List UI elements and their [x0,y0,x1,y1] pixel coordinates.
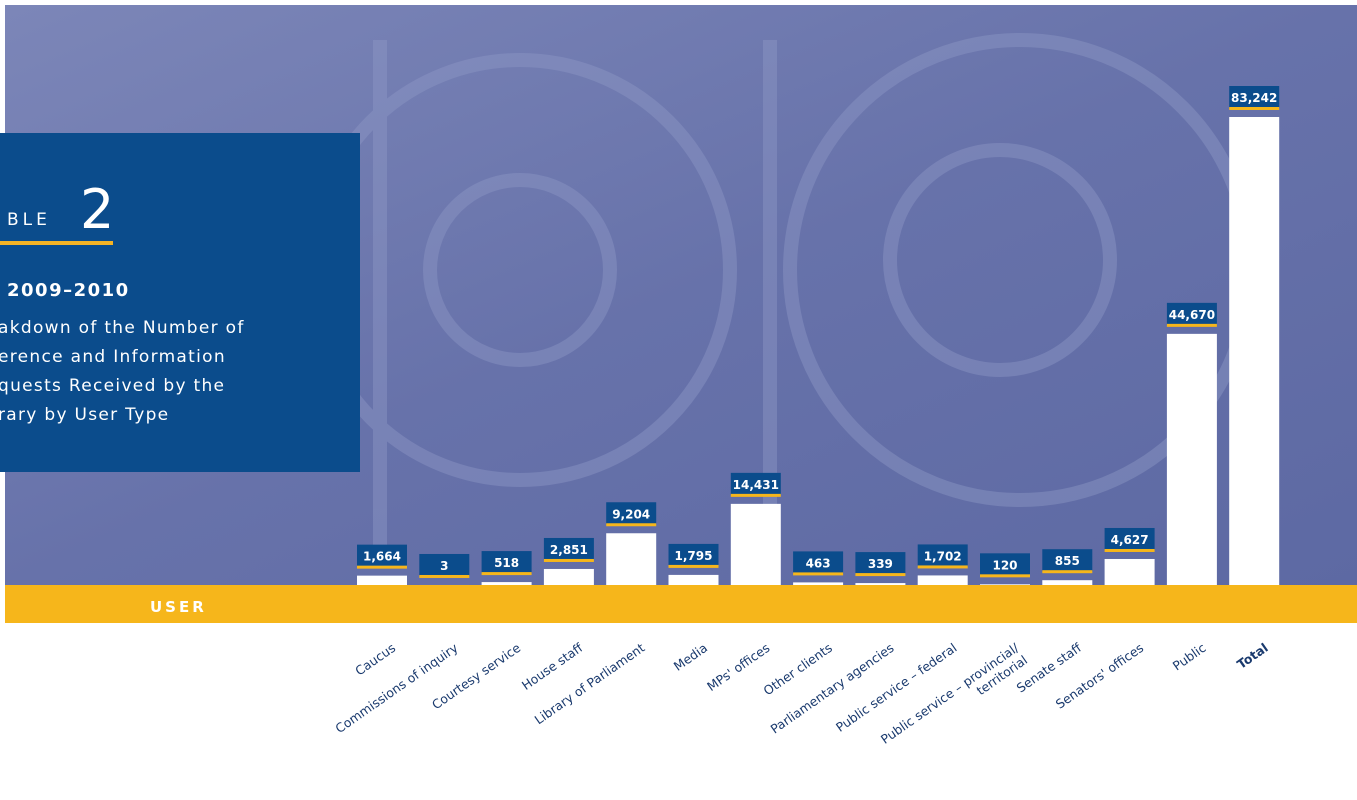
bar [917,575,968,585]
subtitle: 2009–2010 [7,280,130,301]
bar [1166,333,1217,585]
value-label: 44,670 [1169,308,1215,322]
value-label-underline [668,564,719,568]
value-label-box [980,553,1030,576]
value-label-box [855,552,906,575]
value-label-box [793,551,844,574]
title-line: akdown of the Number of [0,318,245,338]
value-label-box [730,472,781,495]
value-label: 9,204 [612,507,650,521]
value-label: 1,664 [363,550,401,564]
value-label: 2,851 [550,543,588,557]
title-line: erence and Information [0,347,226,367]
bar [1104,558,1155,585]
bar [543,568,594,585]
value-label: 3 [440,559,448,573]
value-label-box [1229,86,1280,108]
value-label-underline [543,558,594,562]
value-label-underline [1166,323,1217,327]
bar [793,582,844,585]
table-label: BLE [7,210,51,230]
value-label-box [357,544,407,567]
value-label-underline [1042,570,1093,574]
value-label: 855 [1055,554,1080,568]
value-label-underline [606,523,657,527]
title-panel [0,133,360,472]
value-label-box [606,502,657,525]
value-label-underline [481,572,532,576]
value-label-box [1042,549,1093,572]
bar [606,533,657,585]
value-label: 1,795 [675,549,713,563]
value-label-underline [419,574,470,578]
title-line: quests Received by the [0,376,225,396]
value-label-box [419,553,470,576]
value-label-underline [1104,548,1155,552]
value-label: 4,627 [1111,533,1149,547]
value-label: 120 [992,558,1017,572]
value-label-box [1166,302,1217,325]
table-number: 2 [80,178,114,241]
value-label: 518 [494,556,519,570]
bar [357,575,407,585]
value-label-underline [980,574,1030,578]
value-label: 339 [868,557,893,571]
bar [1042,580,1093,585]
bar [481,582,532,585]
bar [668,574,719,585]
value-label-underline [855,573,906,577]
value-label-underline [730,493,781,497]
title-underline [0,241,113,245]
value-label-box [1104,527,1155,550]
value-label-underline [793,572,844,576]
value-label: 14,431 [733,478,779,492]
value-label: 1,702 [924,549,962,563]
value-label-box [917,544,968,567]
value-label-underline [357,565,407,569]
bar [730,503,781,585]
bar [980,584,1030,585]
bar [1229,117,1280,585]
value-label-underline [917,565,968,569]
title-line: rary by User Type [0,405,169,425]
bar [855,583,906,585]
axis-band [5,585,1357,623]
value-label: 463 [806,556,831,570]
x-axis-label: USER [150,598,207,616]
value-label-box [668,543,719,566]
value-label-box [481,551,532,574]
value-label: 83,242 [1231,91,1277,105]
value-label-box [543,537,594,560]
value-label-underline [1229,107,1280,110]
